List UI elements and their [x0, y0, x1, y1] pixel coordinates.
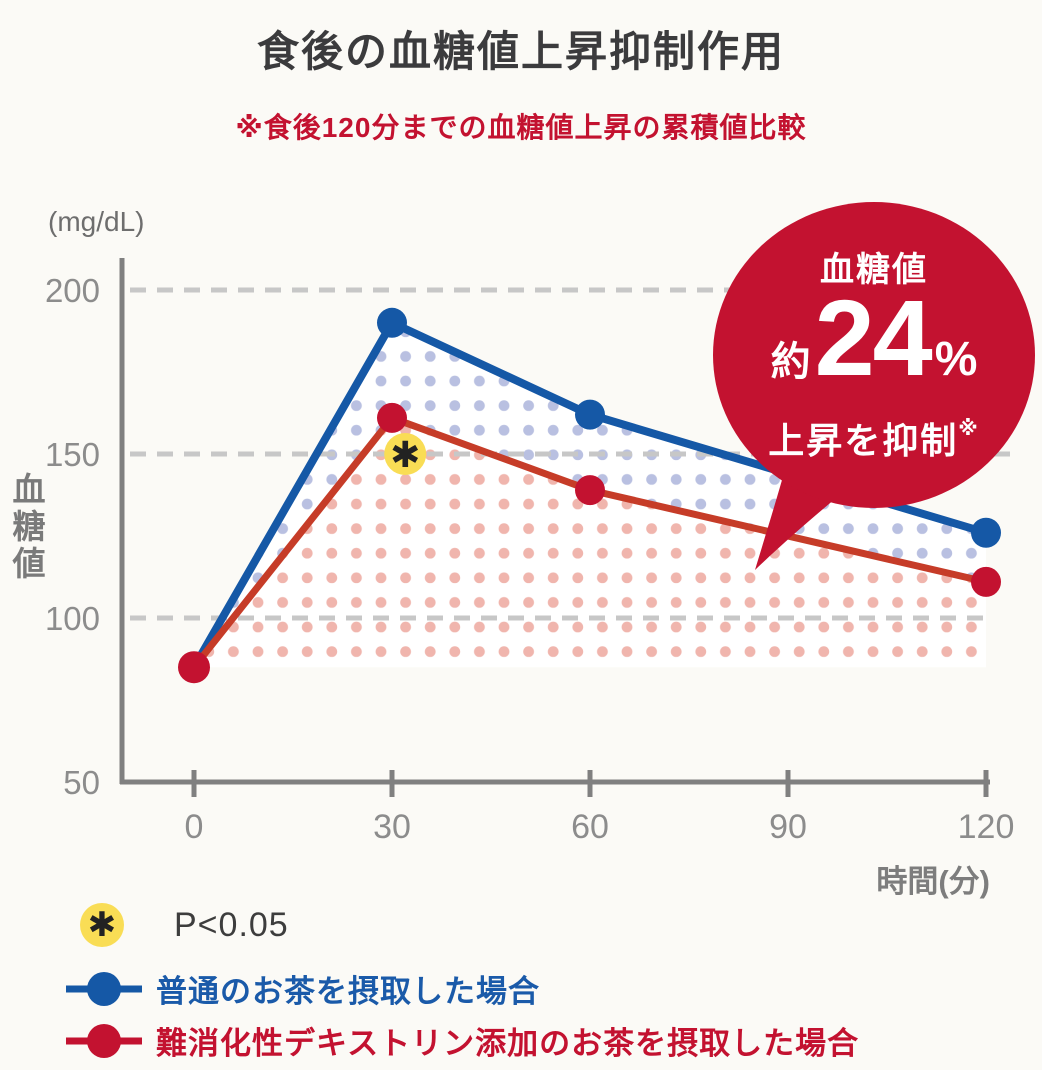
x-tick-label-90: 90	[769, 808, 807, 846]
chart-subtitle: ※食後120分までの血糖値上昇の累積値比較	[235, 112, 807, 143]
tick-labels: 0 30 60 90 120 200 150 100 50	[45, 272, 1014, 846]
significance-asterisk: ✱	[390, 434, 420, 475]
x-tick-label-60: 60	[571, 808, 609, 846]
legend-series-blue: 普通のお茶を摂取した場合	[64, 966, 540, 1011]
legend-blue-label: 普通のお茶を摂取した場合	[156, 974, 540, 1009]
y-tick-label-50: 50	[63, 764, 100, 801]
blue-point	[377, 307, 407, 338]
red-dotted-area	[194, 417, 986, 668]
axes	[119, 258, 990, 797]
blue-point	[971, 517, 1001, 548]
legend-red-label: 難消化性デキストリン添加のお茶を摂取した場合	[156, 1026, 860, 1061]
page-title: 食後の血糖値上昇抑制作用	[256, 28, 785, 75]
x-tick-label-30: 30	[373, 808, 411, 846]
legend-significance: ✱ P<0.05	[80, 903, 289, 947]
significance-circle	[384, 433, 427, 475]
badge-circle	[713, 202, 1035, 508]
x-tick-label-120: 120	[958, 808, 1015, 846]
y-axis-unit-label: (mg/dL)	[48, 206, 145, 237]
blue-line-marker-icon	[66, 971, 142, 1006]
callout-badge-shape	[713, 202, 1035, 570]
legend-series-red: 難消化性デキストリン添加のお茶を摂取した場合	[64, 1018, 859, 1063]
y-tick-label-200: 200	[45, 272, 100, 309]
data-markers	[178, 307, 1001, 684]
blue-point	[575, 399, 605, 430]
red-point	[971, 566, 1001, 597]
y-axis-label: 血糖値	[8, 472, 45, 583]
x-axis-label: 時間(分)	[876, 864, 990, 899]
y-tick-label-100: 100	[45, 600, 100, 637]
x-tick-label-0: 0	[185, 808, 204, 846]
red-point	[377, 402, 407, 433]
significance-label: P<0.05	[174, 905, 289, 944]
red-point	[178, 651, 210, 684]
red-line-marker-icon	[66, 1023, 142, 1058]
significance-marker: ✱	[384, 433, 427, 475]
y-tick-label-150: 150	[45, 436, 100, 473]
red-point	[575, 475, 605, 506]
asterisk-icon: ✱	[80, 903, 124, 947]
